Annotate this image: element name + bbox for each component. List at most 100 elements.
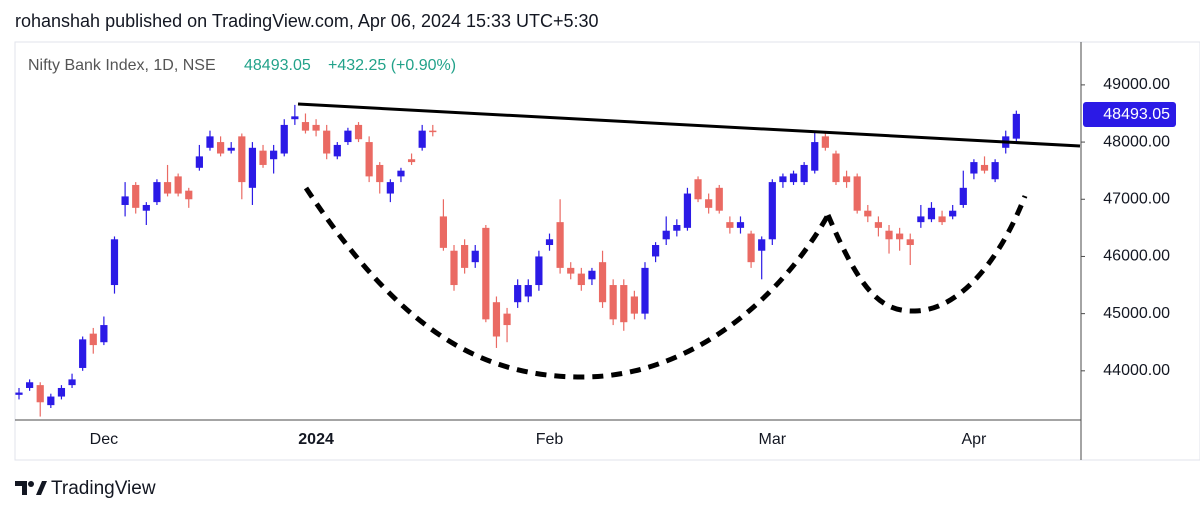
candle-body <box>800 164 808 183</box>
candle-body <box>195 156 203 168</box>
candle-body <box>853 176 861 211</box>
x-tick-label: Apr <box>961 431 987 448</box>
candle-body <box>291 116 299 120</box>
candle-body <box>248 147 257 188</box>
candle-body <box>673 224 681 231</box>
candle-body <box>705 199 713 208</box>
candle-body <box>36 385 44 403</box>
candle-body <box>874 222 883 228</box>
candle-body <box>641 267 649 314</box>
candle-body <box>842 176 851 183</box>
candle-body <box>885 230 893 240</box>
candle-body <box>545 239 554 246</box>
price-change: +432.25 (+0.90%) <box>328 57 456 74</box>
candle-body <box>1012 113 1020 139</box>
candle-body <box>132 184 140 208</box>
candle-body <box>630 296 638 314</box>
candle-body <box>238 136 246 183</box>
y-tick-label: 46000.00 <box>1103 248 1170 265</box>
candle-body <box>68 379 76 386</box>
candle-body <box>185 190 193 200</box>
candle-body <box>736 222 745 228</box>
y-tick-label: 45000.00 <box>1103 305 1170 322</box>
candle-body <box>938 216 946 223</box>
last-price: 48493.05 <box>244 57 311 74</box>
candle-body <box>779 176 787 183</box>
candle-body <box>927 207 936 220</box>
candle-body <box>747 233 755 263</box>
candle-body <box>121 196 129 205</box>
symbol-title: Nifty Bank Index, 1D, NSE <box>28 57 216 74</box>
candle-body <box>896 233 904 240</box>
candle-body <box>588 270 596 280</box>
candle-body <box>429 130 437 133</box>
candle-body <box>163 182 172 194</box>
x-tick-label: Feb <box>536 431 564 448</box>
price-tag-label: 48493.05 <box>1103 106 1170 123</box>
candle-body <box>832 153 840 183</box>
candle-body <box>312 124 320 131</box>
candle-body <box>620 285 628 323</box>
brand-name: TradingView <box>51 478 156 499</box>
candle-body <box>259 150 267 165</box>
candle-body <box>482 227 490 320</box>
y-tick-label: 48000.00 <box>1103 133 1170 150</box>
candle-body <box>47 396 55 406</box>
candle-body <box>959 187 967 205</box>
candle-body <box>301 122 310 131</box>
candle-body <box>386 182 394 194</box>
candle-body <box>811 142 819 171</box>
candle-body <box>683 193 692 228</box>
handle-curve <box>825 195 1028 314</box>
candle-body <box>354 124 363 140</box>
trend-line <box>297 102 1081 148</box>
y-tick-label: 47000.00 <box>1103 190 1170 207</box>
candle-body <box>397 170 405 177</box>
candle-body <box>949 210 957 217</box>
candle-body <box>917 216 925 223</box>
x-tick-label: Mar <box>759 431 787 448</box>
candle-body <box>206 136 214 148</box>
candle-body <box>227 147 235 151</box>
candle-body <box>556 222 564 268</box>
candle-body <box>376 164 384 183</box>
candle-body <box>323 130 331 154</box>
candle-body <box>694 179 702 200</box>
candle-body <box>991 162 999 180</box>
x-tick-label: 2024 <box>298 431 334 448</box>
candle-body <box>662 230 670 240</box>
y-tick-label: 49000.00 <box>1103 76 1170 93</box>
candle-body <box>79 339 87 368</box>
candle-body <box>174 176 182 194</box>
candle-body <box>344 130 352 143</box>
candle-body <box>567 267 575 274</box>
candle-body <box>524 285 532 297</box>
candle-body <box>821 136 829 148</box>
brand-logo <box>15 481 47 495</box>
candle-body <box>110 239 119 286</box>
y-tick-label: 44000.00 <box>1103 362 1170 379</box>
candle-body <box>333 144 341 157</box>
candle-body <box>758 239 766 251</box>
candle-body <box>652 245 660 257</box>
frame <box>14 41 1200 461</box>
cup-curve <box>303 186 831 380</box>
candle-body <box>365 142 373 177</box>
candle-body <box>471 250 479 263</box>
price-tag <box>1083 102 1176 127</box>
candle-body <box>492 302 501 337</box>
candle-body <box>280 124 288 154</box>
candle-body <box>768 182 776 240</box>
candle-body <box>26 382 34 388</box>
candle-body <box>270 150 278 160</box>
candle-body <box>100 325 108 343</box>
candle-body <box>726 222 734 228</box>
candle-body <box>715 187 723 211</box>
candle-body <box>980 164 989 171</box>
publisher-line: rohanshah published on TradingView.com, … <box>15 11 599 31</box>
candle-body <box>535 256 543 286</box>
candle-body <box>609 285 617 320</box>
candle-body <box>418 130 426 148</box>
candle-body <box>450 250 458 286</box>
